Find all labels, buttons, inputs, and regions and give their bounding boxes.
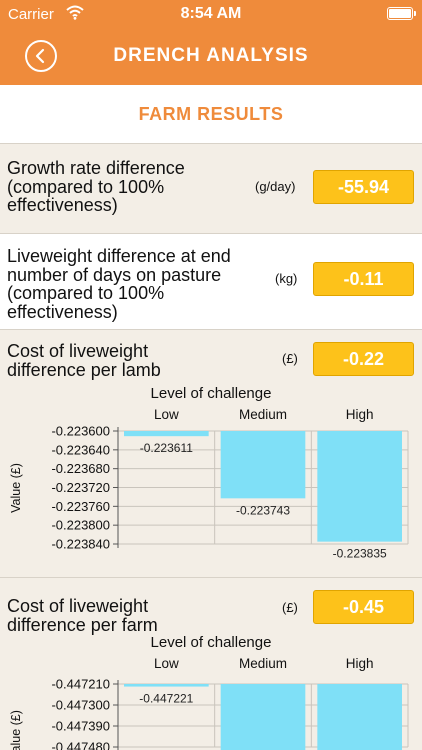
data-label: -0.223743 <box>236 503 290 517</box>
label-line: (compared to 100% <box>7 176 165 197</box>
page-title: DRENCH ANALYSIS <box>113 45 309 66</box>
category-label: Low <box>154 407 179 422</box>
bar <box>124 431 209 437</box>
category-label: Low <box>154 656 179 671</box>
carrier-label: Carrier <box>8 6 54 23</box>
wifi-icon <box>66 4 84 20</box>
bar <box>220 431 306 499</box>
category-label: High <box>346 407 374 422</box>
bar <box>220 684 306 750</box>
result-value: -0.45 <box>313 590 414 624</box>
label-line: Growth rate difference <box>7 158 185 178</box>
category-label: High <box>346 656 374 671</box>
y-tick-label: -0.223680 <box>51 461 110 476</box>
y-tick-label: -0.223800 <box>51 518 110 533</box>
result-value: -0.11 <box>313 262 414 296</box>
result-label: Cost of liveweight difference per farm <box>7 597 158 634</box>
category-label: Medium <box>239 656 287 671</box>
bar <box>124 684 209 687</box>
navigation-bar: DRENCH ANALYSIS <box>0 28 422 85</box>
label-line: Liveweight difference at end <box>7 246 231 266</box>
result-growth-rate: Growth rate difference (compared to 100%… <box>0 145 422 234</box>
back-button[interactable] <box>25 40 57 72</box>
result-value: -0.22 <box>313 342 414 376</box>
data-label: -0.223835 <box>333 547 387 561</box>
y-tick-label: -0.447390 <box>51 719 110 734</box>
label-line: effectiveness) <box>7 195 118 215</box>
label-line: (compared to 100% <box>7 283 165 303</box>
y-tick-label: -0.223840 <box>51 537 110 552</box>
bar-chart: Low Medium High -0.223600 -0.223640 -0.223680… <box>9 407 409 561</box>
y-tick-label: -0.223760 <box>51 499 110 514</box>
label-line: difference per farm <box>7 614 158 635</box>
y-tick-label: -0.223720 <box>51 480 110 495</box>
result-unit: (g/day) <box>255 179 296 194</box>
section-title: FARM RESULTS <box>138 104 284 124</box>
result-unit: (kg) <box>275 271 298 286</box>
status-time: 8:54 AM <box>180 5 242 22</box>
y-tick-label: -0.447210 <box>51 677 110 692</box>
bar-chart: Low Medium High -0.447210 -0.447300 -0.447390… <box>9 656 409 750</box>
chart-title: Level of challenge <box>150 634 272 651</box>
chart-title: Level of challenge <box>150 385 272 402</box>
bar <box>317 684 402 750</box>
result-label: Growth rate difference (compared to 100%… <box>7 159 185 215</box>
y-tick-label: -0.223640 <box>51 442 110 457</box>
label-line: difference per lamb <box>7 359 161 380</box>
bar <box>317 431 402 542</box>
label-line: effectiveness) <box>7 301 118 322</box>
result-cost-per-farm: Cost of liveweight difference per farm (… <box>0 578 422 750</box>
section-header: FARM RESULTS <box>0 85 422 144</box>
label-line: number of days on pasture <box>7 264 222 285</box>
y-tick-label: -0.447300 <box>51 698 110 713</box>
result-label: Cost of liveweight difference per lamb <box>7 342 161 379</box>
result-cost-per-lamb: Cost of liveweight difference per lamb (… <box>0 330 422 578</box>
label-line: Cost of liveweight <box>7 596 149 616</box>
result-unit: (£) <box>282 600 298 615</box>
chevron-left-icon <box>35 48 45 64</box>
result-label: Liveweight difference at end number of d… <box>7 247 231 321</box>
label-line: Cost of liveweight <box>7 341 149 361</box>
y-tick-label: -0.447480 <box>51 740 110 750</box>
status-bar: Carrier 8:54 AM <box>0 0 422 28</box>
y-tick-label: -0.223600 <box>51 424 110 439</box>
result-unit: (£) <box>282 351 298 366</box>
y-axis-label: Value (£) <box>9 463 23 513</box>
result-value: -55.94 <box>313 170 414 204</box>
data-label: -0.223611 <box>140 441 193 455</box>
result-liveweight: Liveweight difference at end number of d… <box>0 234 422 330</box>
y-axis-label: Value (£) <box>9 710 23 750</box>
data-label: -0.447221 <box>139 692 193 706</box>
category-label: Medium <box>239 407 287 422</box>
battery-icon <box>387 7 416 20</box>
